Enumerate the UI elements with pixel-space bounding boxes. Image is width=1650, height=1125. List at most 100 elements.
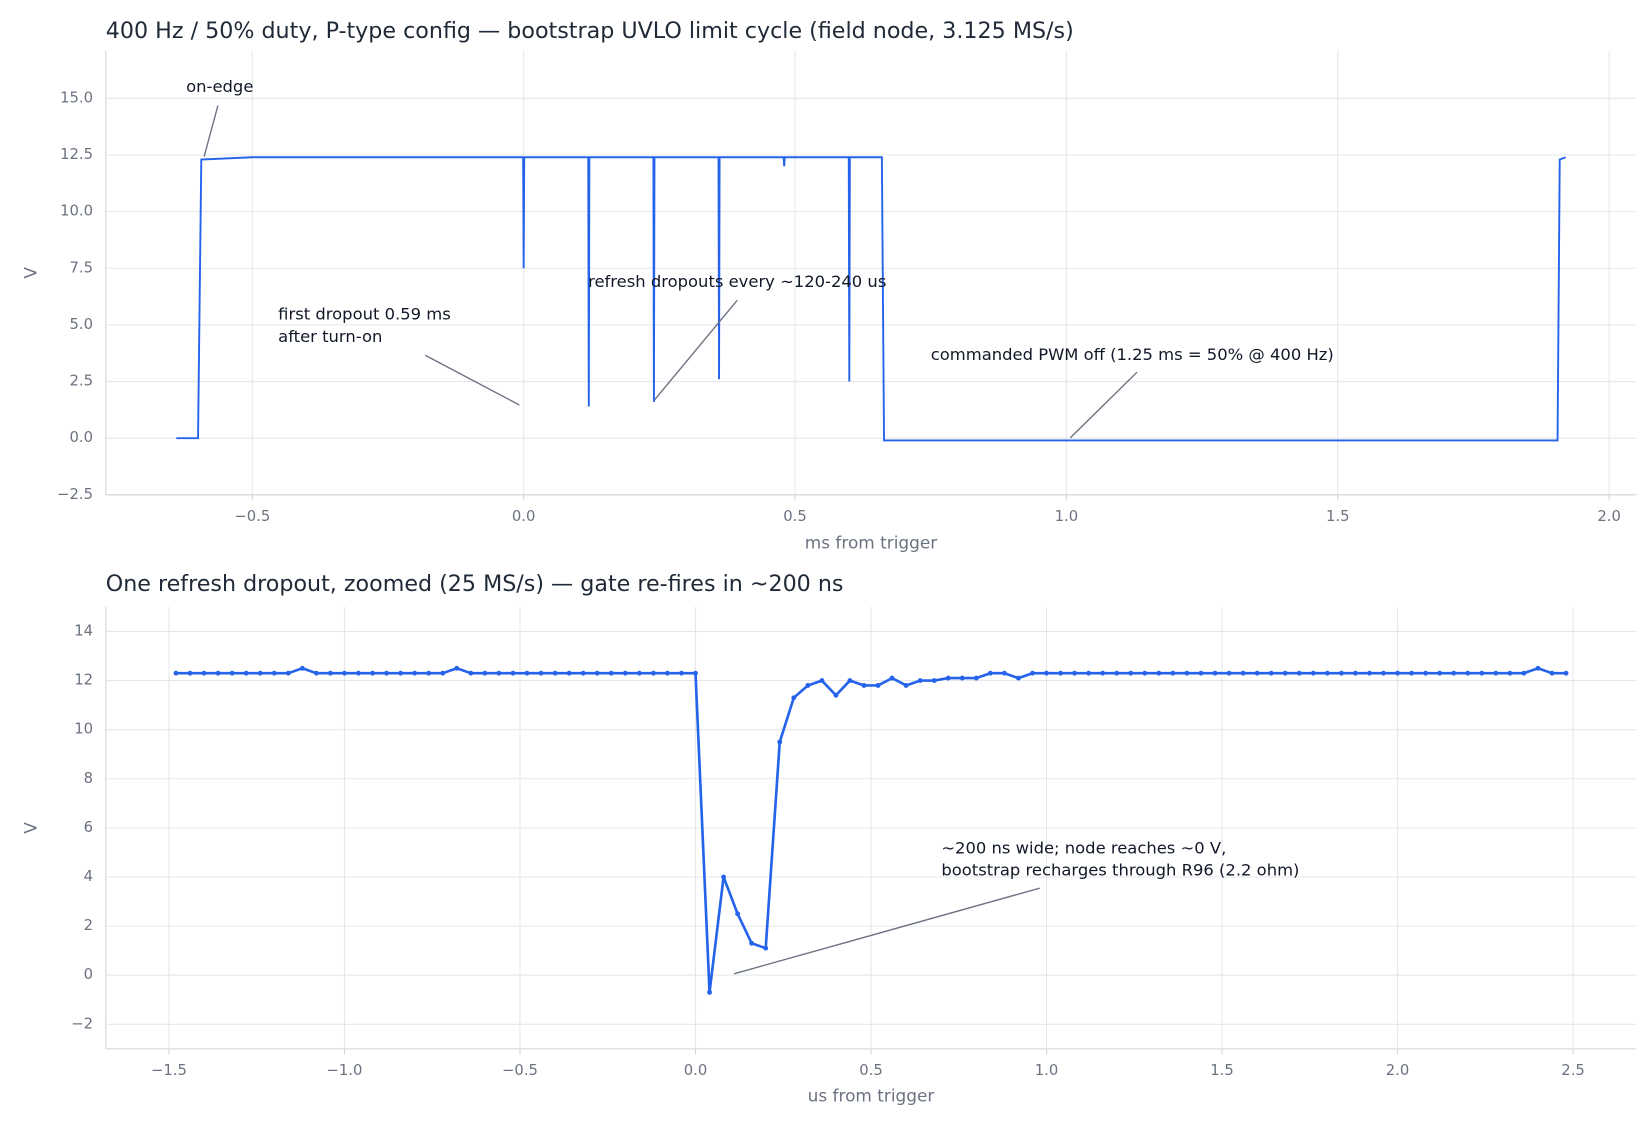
data-point (1226, 670, 1232, 676)
annotation-arrow (203, 105, 219, 157)
y-tick-label: 10.0 (60, 203, 93, 220)
data-point (384, 670, 390, 676)
data-point (1423, 670, 1429, 676)
data-point (693, 670, 698, 676)
data-point (1128, 670, 1134, 676)
data-point (1437, 670, 1443, 676)
data-point (1521, 670, 1527, 676)
data-point (454, 665, 460, 671)
data-point (861, 683, 867, 688)
data-point (313, 670, 319, 676)
data-point (201, 670, 207, 676)
data-point (1100, 670, 1106, 676)
data-line (175, 666, 1567, 993)
annotation-arrow (654, 299, 738, 401)
x-axis-label: ms from trigger (805, 532, 938, 552)
data-point (1282, 670, 1288, 676)
x-tick-label: 2.0 (1386, 1062, 1410, 1079)
data-point (412, 670, 418, 676)
data-point (482, 670, 488, 676)
data-point (791, 695, 797, 701)
x-axis-label: us from trigger (808, 1085, 935, 1105)
y-tick-label: 0.0 (70, 429, 94, 446)
data-point (1044, 670, 1049, 676)
x-tick-label: 1.5 (1326, 508, 1350, 525)
data-point (538, 670, 544, 676)
x-tick-label: 0.0 (512, 508, 536, 525)
y-tick-label: 2 (84, 917, 93, 934)
y-tick-label: 14 (74, 622, 93, 639)
chart-title: 400 Hz / 50% duty, P-type config — boots… (106, 18, 1074, 44)
data-point (580, 670, 586, 676)
data-point (636, 670, 642, 676)
data-point (1296, 670, 1302, 676)
y-axis-label: V (21, 267, 41, 279)
data-point (1156, 670, 1162, 676)
data-point (1310, 670, 1316, 676)
data-point (805, 683, 811, 688)
data-point (1409, 670, 1415, 676)
annotation: bootstrap recharges through R96 (2.2 ohm… (941, 861, 1299, 880)
data-point (875, 683, 881, 688)
data-point (1184, 670, 1190, 676)
data-point (847, 678, 853, 684)
data-point (1395, 670, 1400, 676)
data-point (566, 670, 572, 676)
data-point (1324, 670, 1330, 676)
data-point (552, 670, 558, 676)
data-point (945, 675, 951, 681)
data-point (889, 675, 895, 681)
data-point (777, 739, 783, 745)
data-point (1493, 670, 1499, 676)
x-tick-label: 1.5 (1210, 1062, 1234, 1079)
data-point (1240, 670, 1246, 676)
data-point (271, 670, 277, 676)
data-point (1058, 670, 1063, 676)
data-point (510, 670, 516, 676)
annotation: ~200 ns wide; node reaches ~0 V, (941, 839, 1226, 858)
data-point (426, 670, 432, 676)
data-point (735, 911, 741, 917)
x-tick-label: 1.0 (1055, 508, 1079, 525)
data-point (1535, 665, 1541, 671)
annotation-arrow (424, 354, 520, 406)
data-point (1030, 670, 1035, 676)
data-line (176, 156, 1567, 442)
data-point (1451, 670, 1457, 676)
x-tick-label: 0.0 (684, 1062, 708, 1079)
annotation: first dropout 0.59 ms (278, 305, 451, 324)
y-tick-label: 6 (84, 819, 93, 836)
annotation-arrow (733, 887, 1040, 975)
annotation: after turn-on (278, 327, 382, 346)
data-point (1381, 670, 1386, 676)
x-tick-label: 0.5 (783, 508, 807, 525)
data-point (173, 670, 179, 676)
y-tick-label: 15.0 (60, 89, 93, 106)
data-point (679, 670, 684, 676)
x-tick-label: −1.5 (151, 1062, 187, 1079)
data-point (650, 670, 656, 676)
data-point (819, 678, 825, 684)
y-tick-label: 8 (84, 770, 93, 787)
x-tick-label: −1.0 (326, 1062, 362, 1079)
data-point (903, 683, 909, 688)
y-tick-label: 12.5 (60, 146, 93, 163)
data-point (1367, 670, 1372, 676)
y-tick-label: 5.0 (70, 316, 94, 333)
data-point (398, 670, 404, 676)
data-point (931, 678, 937, 684)
data-point (1254, 670, 1260, 676)
data-point (1114, 670, 1120, 676)
y-tick-label: 12 (74, 672, 93, 689)
data-point (763, 945, 769, 951)
data-point (285, 670, 291, 676)
data-point (299, 665, 305, 671)
data-point (440, 670, 446, 676)
y-tick-label: 10 (74, 721, 93, 738)
data-point (721, 874, 727, 880)
data-point (257, 670, 263, 676)
data-point (370, 670, 375, 676)
y-tick-label: −2 (71, 1015, 93, 1032)
data-point (1338, 670, 1344, 676)
